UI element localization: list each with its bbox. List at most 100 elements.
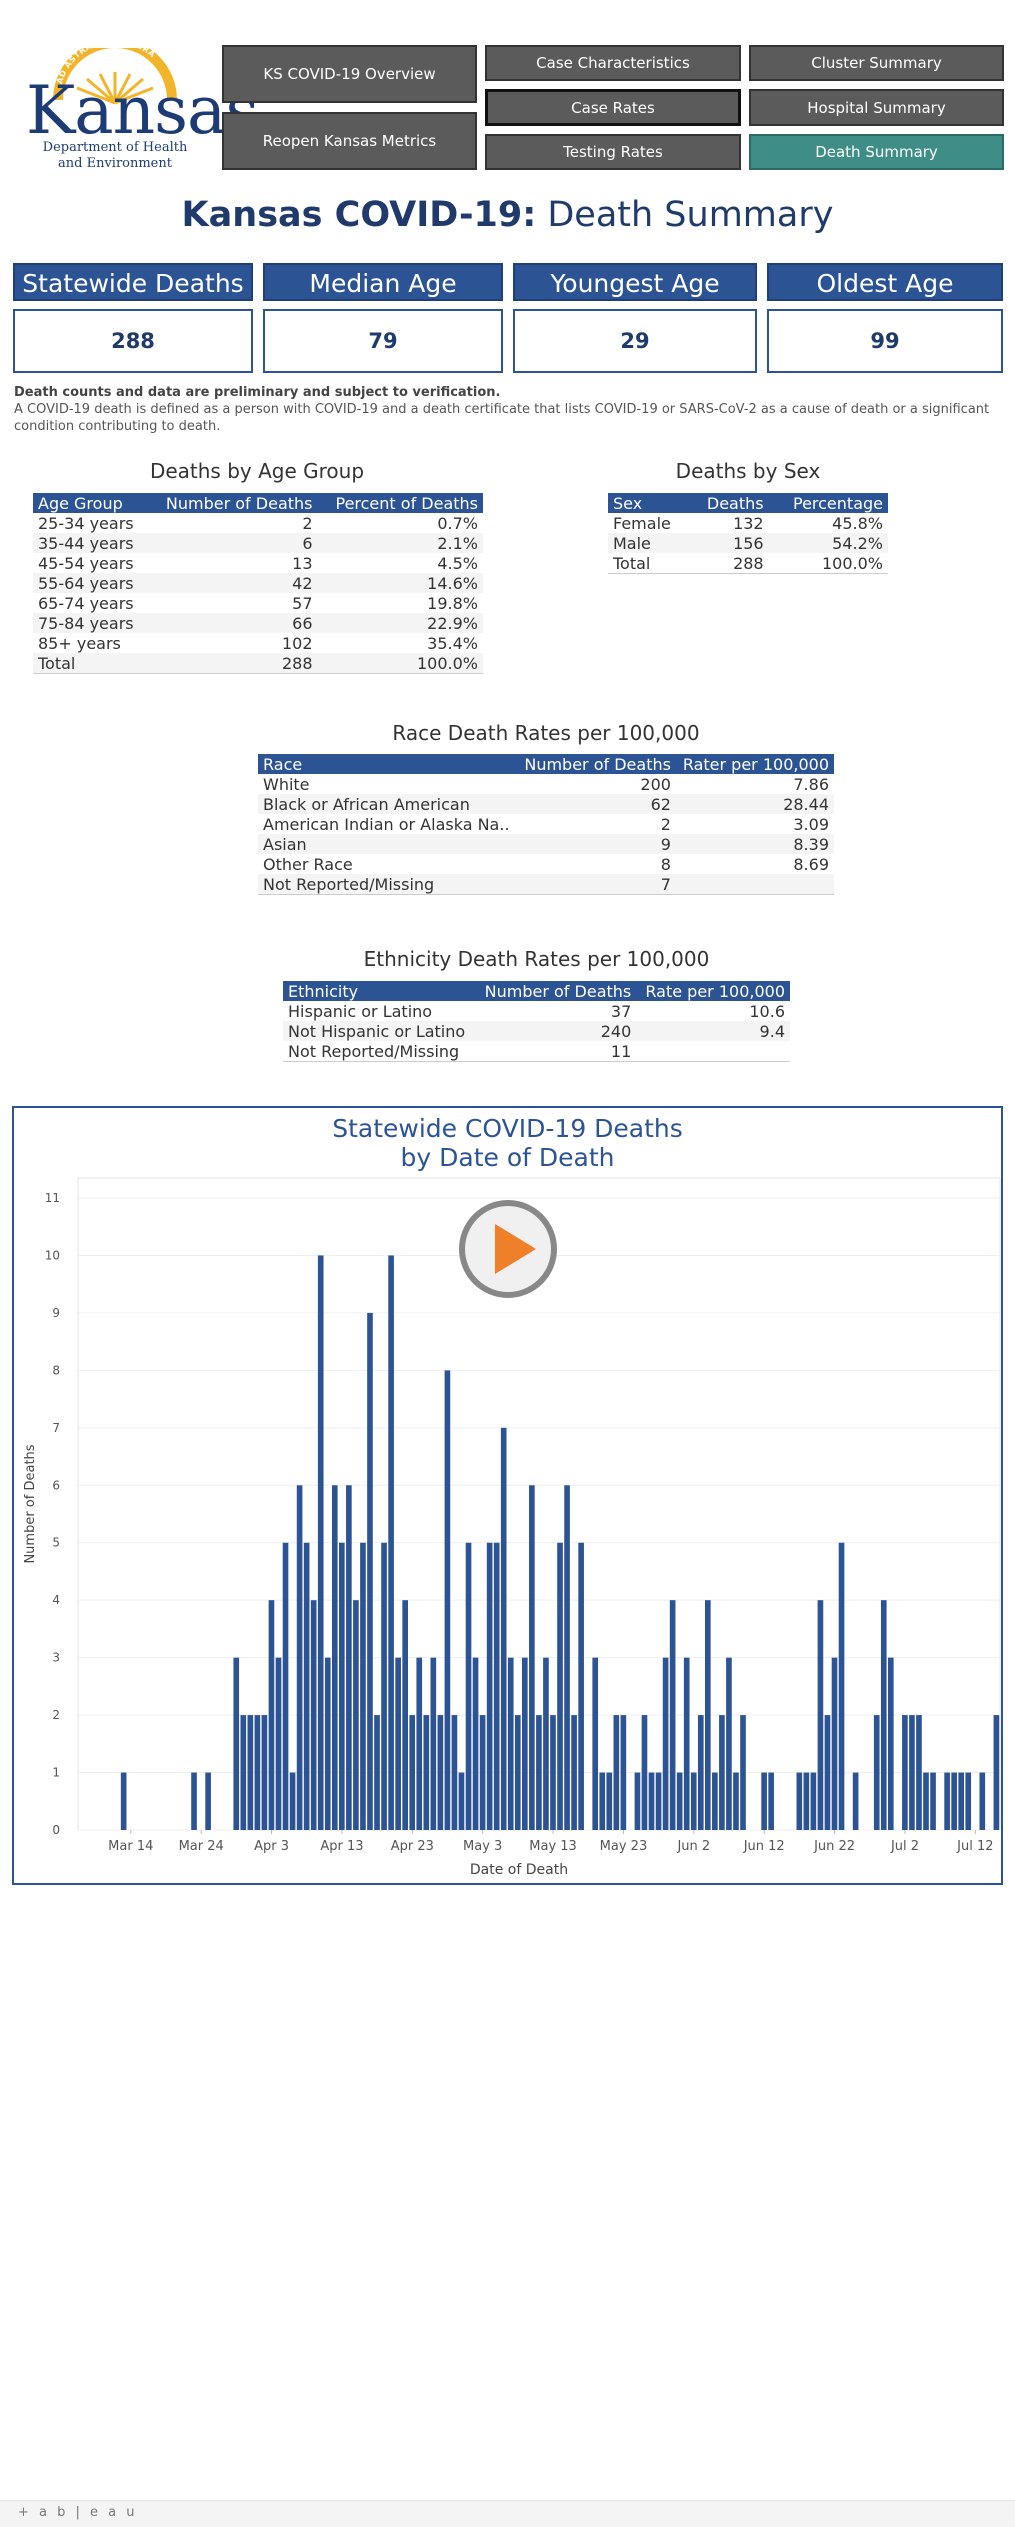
race-table-title: Race Death Rates per 100,000 (392, 721, 700, 745)
age-table-row-cell: 22.9% (317, 613, 483, 633)
y-tick-label: 9 (52, 1306, 60, 1320)
nav-testing-rates-button[interactable]: Testing Rates (485, 134, 741, 170)
nav-cluster-summary-button[interactable]: Cluster Summary (749, 45, 1004, 81)
ethnicity-table-header: Ethnicity (283, 981, 476, 1001)
bar (353, 1600, 359, 1830)
sex-table-row-cell: 100.0% (768, 553, 888, 574)
bar (712, 1772, 718, 1830)
ethnicity-table-row: Not Hispanic or Latino 240 9.4 (283, 1021, 790, 1041)
bar (423, 1715, 430, 1830)
x-tick-label: Jul 12 (956, 1839, 993, 1854)
age-table-row: 55-64 years 42 14.6% (33, 573, 483, 593)
race-table-row-cell: 8 (660, 854, 671, 874)
race-table-header: Race (258, 754, 518, 774)
bar (543, 1657, 549, 1830)
bar (493, 1542, 500, 1830)
bar (733, 1772, 739, 1830)
deaths-by-date-chart: 0 1 2 3 4 5 6 7 8 9 10 11 Mar 14 Mar 24 Apr 3 Apr 13 Apr… (23, 1177, 1001, 1878)
nav-case-characteristics-button[interactable]: Case Characteristics (485, 45, 741, 81)
bar (902, 1715, 908, 1830)
bar (451, 1715, 458, 1830)
bar (690, 1772, 697, 1830)
bar (374, 1715, 380, 1830)
nav-overview-button[interactable]: KS COVID-19 Overview (222, 45, 477, 103)
race-table: Race Number of Deaths Rater per 100,000 … (258, 754, 834, 895)
age-table-row: 45-54 years 13 4.5% (33, 553, 483, 573)
deaths-chart-panel (12, 1106, 1003, 1885)
race-table-row: Other Race 8 8.69 (258, 854, 834, 874)
sex-table-row-cell: 45.8% (832, 513, 883, 533)
y-tick-label: 5 (52, 1536, 60, 1550)
bar (120, 1772, 127, 1830)
sex-table-row: Total 288 100.0% (608, 553, 888, 574)
bar (367, 1312, 373, 1830)
bar (303, 1542, 310, 1830)
age-table-row-cell: 288 (147, 653, 318, 674)
nav-case-rates-button[interactable]: Case Rates (485, 89, 741, 126)
y-tick-label: 0 (52, 1823, 60, 1837)
x-tick-label: Jun 22 (813, 1839, 855, 1854)
nav-hospital-summary-button[interactable]: Hospital Summary (749, 89, 1004, 126)
kpi-statewide-deaths-label: Statewide Deaths (13, 263, 253, 301)
bar (838, 1542, 845, 1830)
ethnicity-table-row-cell: 9.4 (636, 1021, 790, 1041)
bar (430, 1657, 437, 1830)
bar (472, 1657, 479, 1830)
bar (275, 1657, 282, 1830)
race-table-row-cell: American Indian or Alaska Na.. (263, 814, 510, 834)
bar (310, 1600, 317, 1830)
bar (486, 1542, 493, 1830)
bar (803, 1772, 810, 1830)
sex-table-row-cell: 132 (733, 513, 764, 533)
bar (824, 1715, 831, 1830)
age-table-row: 75-84 years 66 22.9% (33, 613, 483, 633)
sex-table-title: Deaths by Sex (675, 459, 821, 483)
kpi-oldest-age-label: Oldest Age (767, 263, 1003, 301)
bar (529, 1485, 535, 1830)
ethnicity-table-row-cell: 11 (475, 1041, 637, 1062)
bar (831, 1657, 838, 1830)
bar (951, 1772, 957, 1830)
race-table-header: Number of Deaths (517, 754, 676, 774)
age-table-row-cell: 19.8% (427, 593, 478, 613)
bar (817, 1600, 824, 1830)
bar (620, 1715, 627, 1830)
ethnicity-table-row-cell (636, 1041, 790, 1062)
bar (550, 1715, 556, 1830)
nav-death-summary-button[interactable]: Death Summary (749, 134, 1004, 170)
race-table-row-cell: 200 (640, 774, 671, 794)
nav-reopen-metrics-button[interactable]: Reopen Kansas Metrics (222, 112, 477, 170)
race-table-row-cell: 9 (517, 834, 676, 854)
age-table-row-cell: 25-34 years (38, 513, 134, 533)
y-tick-label: 11 (45, 1191, 60, 1205)
bar (887, 1657, 894, 1830)
race-table-row-cell: Asian (258, 834, 518, 854)
play-button[interactable] (458, 1199, 558, 1299)
x-tick-label: Apr 13 (320, 1839, 363, 1854)
bar (346, 1485, 352, 1830)
bar (254, 1715, 261, 1830)
sex-table: Sex Deaths Percentage Female 132 45.8% Male… (608, 493, 888, 574)
bar (606, 1772, 613, 1830)
bar (993, 1715, 1000, 1830)
bar (676, 1772, 683, 1830)
bar (634, 1772, 641, 1830)
bar (240, 1715, 247, 1830)
y-tick-label: 6 (52, 1478, 60, 1492)
bar (514, 1715, 521, 1830)
race-table-row-cell: 28.44 (675, 794, 834, 814)
bar (205, 1772, 211, 1830)
ethnicity-table-row-cell: Not Reported/Missing (283, 1041, 476, 1062)
bar (796, 1772, 803, 1830)
age-table-row-cell: 13 (292, 553, 313, 573)
age-table-row: 85+ years 102 35.4% (33, 633, 483, 653)
sunflower-seal-icon: AD ASTRA PER ASPERA (53, 48, 177, 105)
age-table-row: 65-74 years 57 19.8% (33, 593, 483, 613)
ethnicity-table: Ethnicity Number of Deaths Rate per 100,… (283, 981, 790, 1062)
bar (268, 1600, 275, 1830)
bar (564, 1485, 570, 1830)
age-table-header: Percent of Deaths (317, 493, 483, 513)
tableau-logo[interactable]: + a b | e a u (18, 2505, 138, 2520)
bar (296, 1485, 303, 1830)
bar (409, 1715, 416, 1830)
